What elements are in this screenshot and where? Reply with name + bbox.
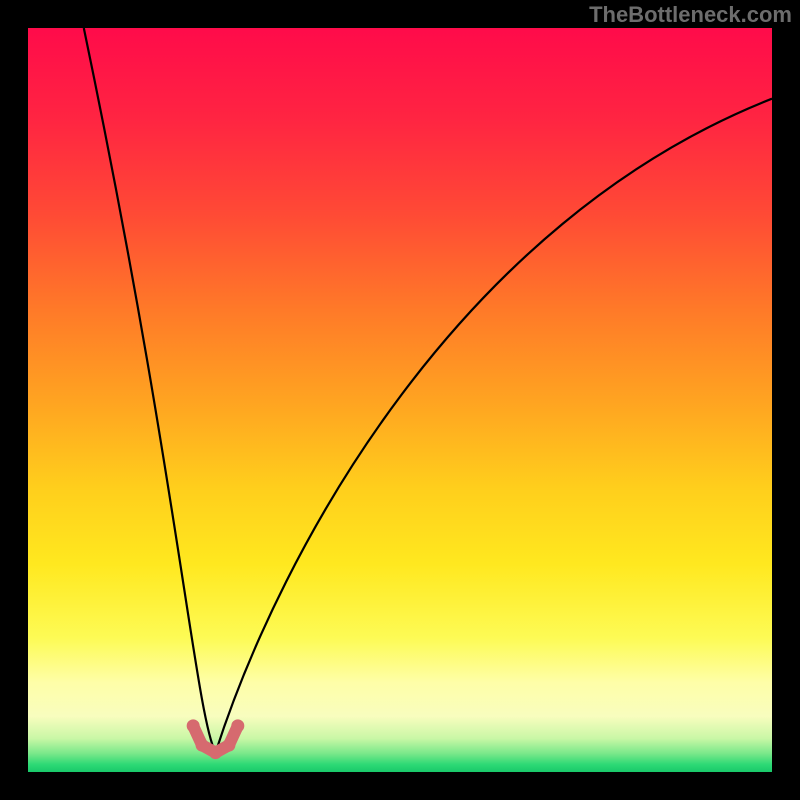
gradient-background: [28, 28, 772, 772]
highlight-dot: [222, 739, 235, 752]
highlight-dot: [231, 719, 244, 732]
highlight-dot: [187, 719, 200, 732]
highlight-dot: [209, 746, 222, 759]
highlight-dot: [196, 739, 209, 752]
chart-container: TheBottleneck.com: [0, 0, 800, 800]
bottleneck-chart: [0, 0, 800, 800]
watermark-text: TheBottleneck.com: [589, 2, 792, 28]
